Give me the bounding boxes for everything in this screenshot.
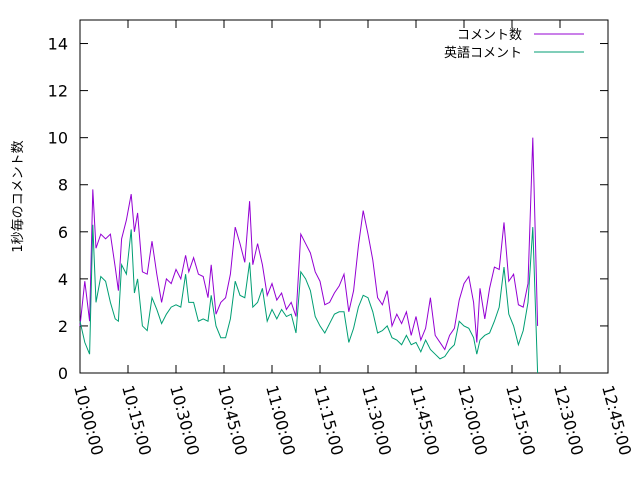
y-tick-label: 8	[58, 176, 68, 195]
chart-series	[79, 137, 539, 374]
y-tick-label: 14	[48, 35, 68, 54]
x-tick-label: 11:00:00	[262, 383, 299, 457]
x-tick-label: 11:30:00	[358, 383, 395, 457]
plot-frame	[79, 19, 609, 374]
x-tick-label: 12:00:00	[454, 383, 491, 457]
x-tick-label: 10:30:00	[166, 383, 203, 457]
x-tick-label: 12:30:00	[550, 383, 587, 457]
y-tick-label: 6	[58, 223, 68, 242]
x-tick-label: 11:45:00	[406, 383, 443, 457]
y-tick-label: 12	[48, 82, 68, 101]
legend-label-2: 英語コメント	[444, 45, 522, 61]
chart-axes: 0 2 4 6 8 10 12 14 10:00:00 10:15:00 10:30:00 10:45…	[48, 19, 635, 457]
series-line-2	[79, 224, 539, 374]
x-tick-label: 10:00:00	[70, 383, 107, 457]
x-tick-label: 12:15:00	[502, 383, 539, 457]
x-tick-label: 11:15:00	[310, 383, 347, 457]
y-axis-label: 1秒毎のコメント数	[10, 140, 26, 252]
x-tick-label: 12:45:00	[598, 383, 635, 457]
y-tick-label: 2	[58, 317, 68, 336]
y-tick-label: 0	[58, 364, 68, 383]
x-tick-label: 10:15:00	[118, 383, 155, 457]
y-tick-label: 4	[58, 270, 68, 289]
legend-label-1: コメント数	[457, 28, 522, 43]
x-tick-label: 10:45:00	[214, 383, 251, 457]
series-line-1	[79, 137, 539, 351]
y-tick-label: 10	[48, 129, 68, 148]
